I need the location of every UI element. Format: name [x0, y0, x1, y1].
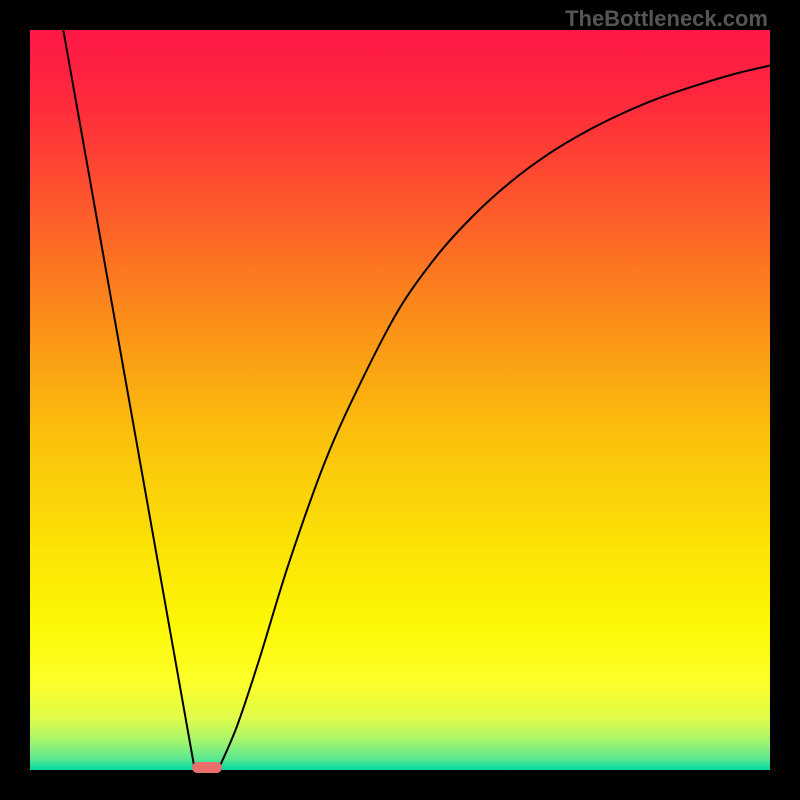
bottleneck-curve	[30, 30, 770, 770]
plot-area	[30, 30, 770, 770]
minimum-marker	[192, 762, 222, 773]
watermark-text: TheBottleneck.com	[565, 6, 768, 32]
chart-container: TheBottleneck.com	[0, 0, 800, 800]
